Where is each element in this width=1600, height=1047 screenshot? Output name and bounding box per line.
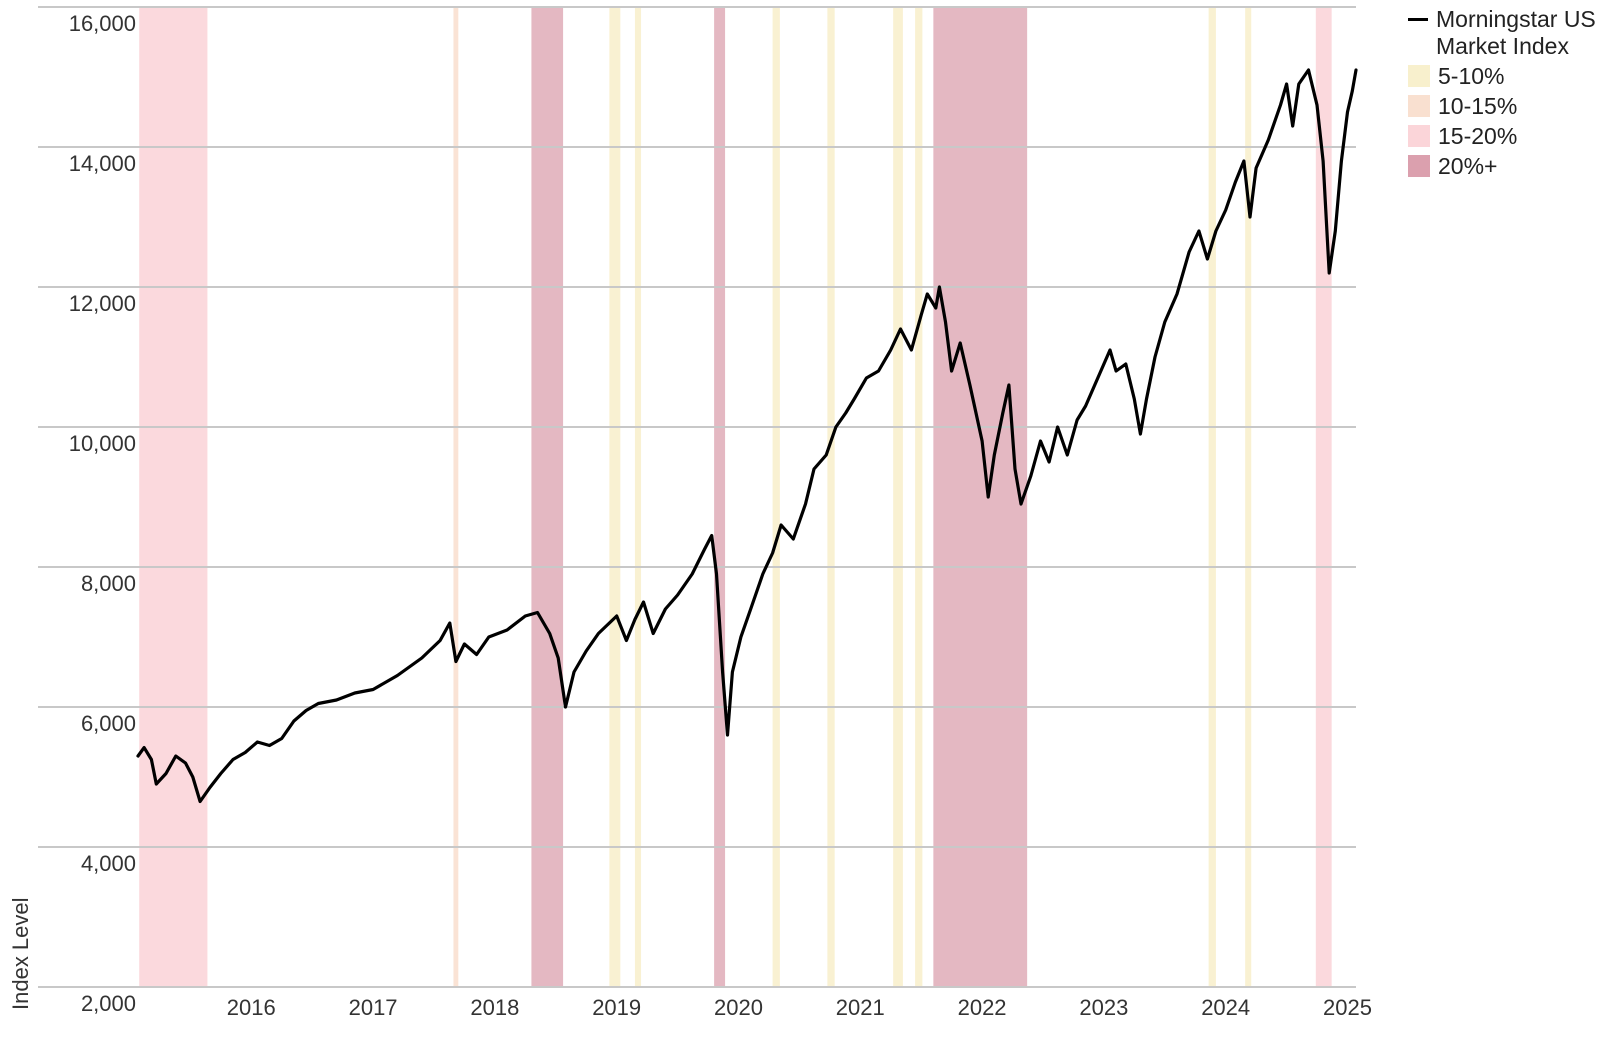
- shaded-period-2: [531, 7, 564, 987]
- x-tick-label: 2024: [1201, 995, 1250, 1020]
- gridlines: [38, 6, 1356, 988]
- legend-swatch-15-20: [1408, 125, 1430, 147]
- y-tick-label: 16,000: [69, 11, 136, 36]
- drawdown-shading: [139, 7, 1332, 987]
- shaded-period-10: [933, 7, 1028, 987]
- x-axis-ticks: 2016 2017 2018 2019 2020 2021 2022 2023 2024 2025: [227, 995, 1372, 1020]
- y-tick-label: 10,000: [69, 431, 136, 456]
- shaded-period-5: [714, 7, 726, 987]
- shaded-period-0: [139, 7, 208, 987]
- legend-label-20-plus: 20%+: [1438, 153, 1498, 179]
- legend-line-icon: [1408, 18, 1428, 21]
- legend-swatch-10-15: [1408, 95, 1430, 117]
- legend-item-index: Morningstar US Market Index: [1408, 6, 1598, 60]
- y-axis-ticks: 2,000 4,000 6,000 8,000 10,000 12,000 14,000 16…: [69, 11, 136, 1016]
- legend-item-15-20: 15-20%: [1408, 123, 1598, 150]
- legend-label-5-10: 5-10%: [1438, 63, 1505, 89]
- shaded-period-11: [1208, 7, 1216, 987]
- legend-item-5-10: 5-10%: [1408, 63, 1598, 90]
- shaded-period-12: [1245, 7, 1252, 987]
- shaded-period-8: [893, 7, 903, 987]
- x-tick-label: 2021: [836, 995, 885, 1020]
- x-tick-label: 2018: [470, 995, 519, 1020]
- legend: Morningstar US Market Index 5-10% 10-15%…: [1408, 6, 1598, 183]
- x-tick-label: 2020: [714, 995, 763, 1020]
- y-tick-label: 2,000: [81, 991, 136, 1016]
- legend-swatch-5-10: [1408, 65, 1430, 87]
- series-line-morningstar-us-market-index: [136, 68, 1358, 804]
- legend-label-index: Morningstar US Market Index: [1436, 6, 1596, 59]
- x-tick-label: 2023: [1079, 995, 1128, 1020]
- x-tick-label: 2016: [227, 995, 276, 1020]
- legend-label-10-15: 10-15%: [1438, 93, 1518, 119]
- legend-item-20-plus: 20%+: [1408, 153, 1598, 180]
- x-tick-label: 2025: [1323, 995, 1372, 1020]
- y-tick-label: 14,000: [69, 151, 136, 176]
- shaded-period-6: [772, 7, 780, 987]
- y-tick-label: 12,000: [69, 291, 136, 316]
- shaded-period-9: [915, 7, 923, 987]
- y-tick-label: 4,000: [81, 851, 136, 876]
- shaded-period-1: [453, 7, 459, 987]
- x-tick-label: 2022: [958, 995, 1007, 1020]
- shaded-period-3: [609, 7, 621, 987]
- x-tick-label: 2019: [592, 995, 641, 1020]
- x-tick-label: 2017: [349, 995, 398, 1020]
- legend-item-10-15: 10-15%: [1408, 93, 1598, 120]
- y-axis-label: Index Level: [8, 897, 33, 1010]
- y-tick-label: 6,000: [81, 711, 136, 736]
- shaded-period-7: [827, 7, 835, 987]
- shaded-period-4: [634, 7, 642, 987]
- legend-label-15-20: 15-20%: [1438, 123, 1518, 149]
- legend-swatch-20-plus: [1408, 155, 1430, 177]
- y-tick-label: 8,000: [81, 571, 136, 596]
